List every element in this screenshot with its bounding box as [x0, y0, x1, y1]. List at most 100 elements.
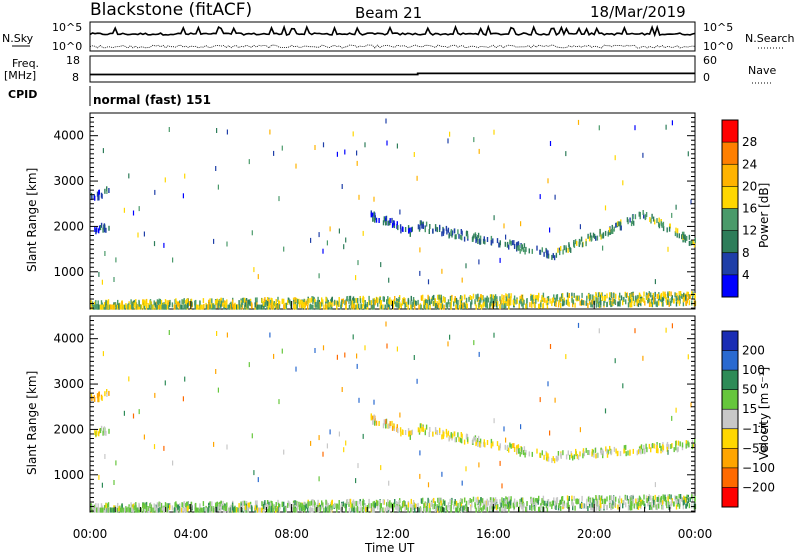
data-cell [516, 245, 518, 251]
data-cell [486, 507, 489, 513]
vel-cbar-tick-label: −50 [742, 441, 767, 455]
data-cell [503, 295, 505, 301]
data-cell [538, 495, 540, 501]
data-cell [425, 299, 427, 305]
data-cell [566, 495, 569, 501]
data-cell [682, 301, 685, 307]
data-cell [629, 217, 631, 223]
data-cell [94, 396, 96, 402]
data-cell [94, 507, 96, 513]
data-cell [513, 447, 516, 452]
data-cell [166, 503, 168, 509]
data-cell [522, 303, 524, 309]
data-cell [410, 295, 412, 301]
noise-cell [364, 142, 366, 148]
data-cell [412, 500, 415, 505]
data-cell [577, 296, 579, 302]
data-cell [520, 298, 522, 304]
noise-cell [513, 443, 515, 449]
data-cell [451, 230, 454, 236]
data-cell [490, 294, 493, 300]
data-cell [321, 297, 323, 303]
data-cell [640, 444, 643, 450]
data-cell [270, 304, 273, 310]
noise-cell [153, 444, 156, 450]
data-cell [660, 497, 662, 503]
data-cell [94, 227, 96, 232]
data-cell [352, 499, 355, 505]
data-cell [263, 301, 266, 307]
data-cell [372, 415, 374, 421]
data-cell [455, 437, 457, 443]
data-cell [479, 299, 481, 305]
data-cell [660, 294, 662, 300]
data-cell [138, 304, 141, 310]
data-cell [119, 507, 122, 513]
data-cell [508, 300, 510, 306]
data-cell [591, 505, 593, 511]
data-cell [261, 501, 263, 507]
data-cell [585, 300, 588, 306]
data-cell [222, 500, 224, 506]
data-cell [373, 211, 375, 217]
data-cell [256, 297, 258, 303]
data-cell [535, 498, 537, 504]
data-cell [174, 299, 176, 305]
data-cell [386, 502, 388, 508]
data-cell [631, 302, 633, 308]
data-cell [380, 507, 383, 513]
data-cell [614, 501, 616, 507]
data-cell [196, 507, 198, 513]
data-cell [438, 497, 440, 503]
data-cell [378, 421, 380, 426]
data-cell [293, 507, 295, 513]
noise-cell [358, 397, 360, 403]
data-cell [158, 298, 160, 304]
data-cell [143, 503, 146, 509]
data-cell [103, 302, 106, 308]
data-cell [400, 303, 402, 309]
data-cell [397, 502, 399, 507]
data-cell [434, 224, 437, 230]
data-cell [379, 297, 381, 302]
data-cell [463, 505, 465, 511]
noise-cell [614, 155, 616, 161]
data-cell [582, 448, 585, 454]
data-cell [667, 499, 669, 505]
data-cell [575, 449, 577, 455]
data-cell [652, 495, 654, 501]
vel-cbar-tick-label: −15 [742, 422, 767, 436]
data-cell [568, 242, 570, 248]
data-cell [503, 303, 506, 309]
data-cell [475, 507, 477, 513]
data-cell [581, 292, 583, 298]
data-cell [574, 302, 576, 308]
data-cell [123, 507, 126, 513]
noise-cell [385, 419, 387, 424]
vel-cbar-swatch [722, 331, 738, 351]
data-cell [312, 298, 314, 304]
data-cell [637, 504, 640, 510]
data-cell [439, 506, 441, 512]
data-cell [606, 504, 608, 510]
data-cell [233, 303, 236, 309]
data-cell [140, 507, 143, 513]
vel-cbar-swatch [722, 350, 738, 371]
data-cell [103, 223, 106, 229]
data-cell [389, 300, 391, 306]
data-cell [677, 298, 679, 304]
data-cell [219, 501, 221, 507]
data-cell [606, 452, 609, 458]
data-cell [658, 221, 660, 227]
data-cell [217, 303, 219, 309]
data-cell [690, 240, 692, 246]
data-cell [694, 237, 696, 243]
data-cell [101, 395, 103, 401]
data-cell [290, 303, 292, 308]
data-cell [460, 505, 462, 511]
data-cell [278, 299, 280, 305]
data-cell [668, 444, 670, 450]
data-cell [455, 507, 457, 513]
data-cell [436, 301, 438, 307]
data-cell [509, 239, 511, 245]
